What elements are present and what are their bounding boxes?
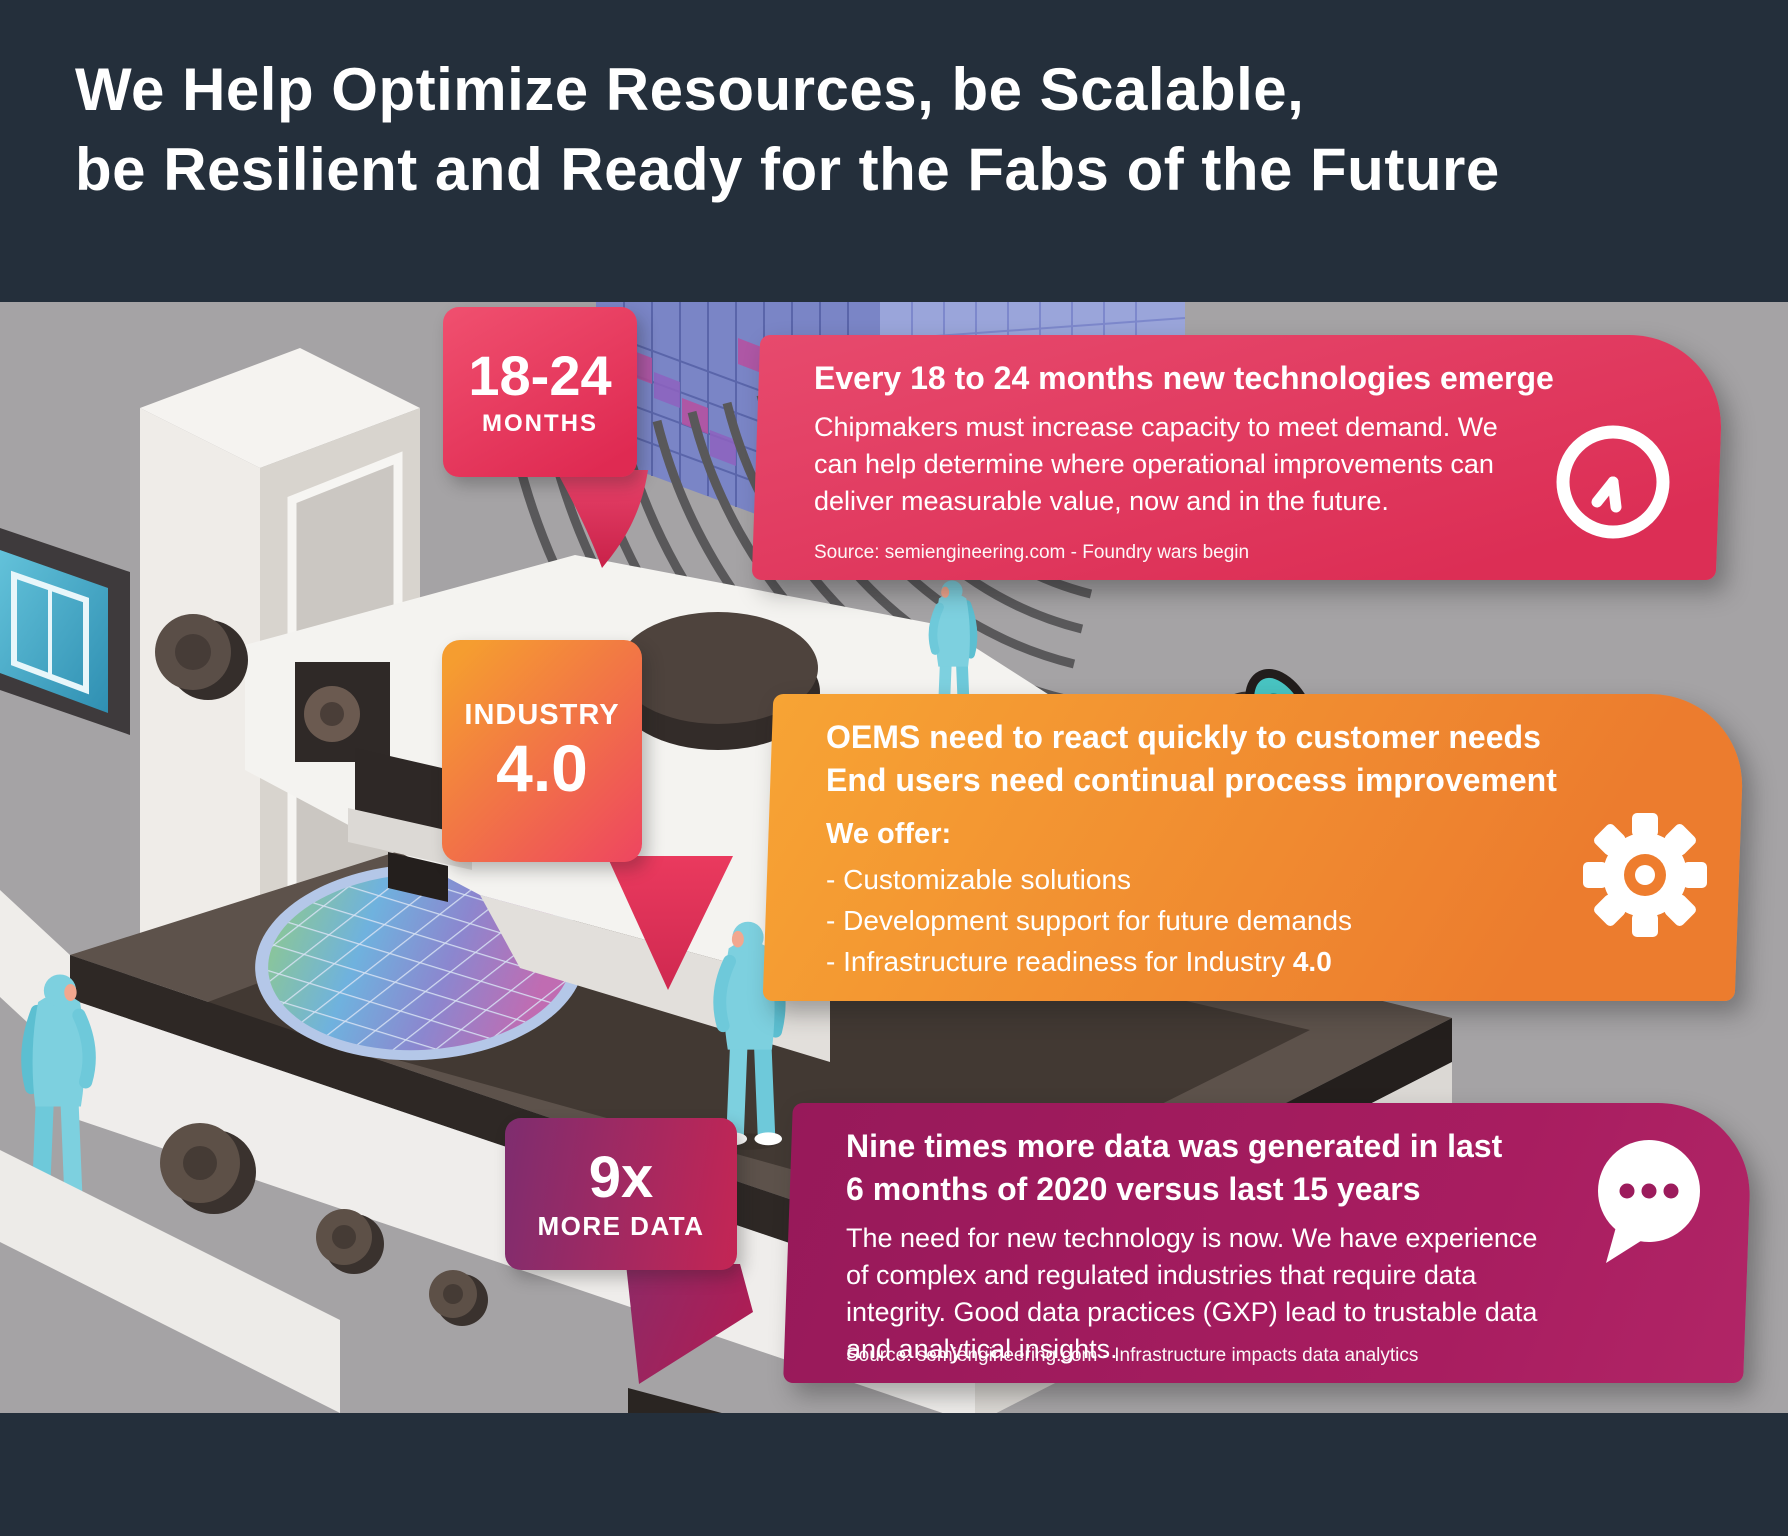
card-data-heading-line2: 6 months of 2020 versus last 15 years [846,1171,1421,1207]
card-oems-heading-line1: OEMS need to react quickly to customer n… [826,719,1541,755]
more-data-badge-label: MORE DATA [537,1210,705,1241]
industry-badge-label: INDUSTRY [464,698,620,731]
header-band: We Help Optimize Resources, be Scalable,… [0,0,1788,302]
more-data-badge: 9x MORE DATA [505,1118,737,1270]
monitor [0,528,130,735]
speech-bubble-icon [1598,1140,1700,1263]
page-title-line1: We Help Optimize Resources, be Scalable, [75,56,1305,123]
card-data-heading-line1: Nine times more data was generated in la… [846,1128,1503,1164]
months-badge-label: MONTHS [482,410,598,437]
industry-badge: INDUSTRY 4.0 [442,640,642,862]
bullet-infrastructure-version: 4.0 [1292,946,1332,977]
card-oems-bullets: - Customizable solutions - Development s… [826,859,1700,982]
card-nine-times-data: Nine times more data was generated in la… [783,1103,1753,1383]
card-oems-heading-line2: End users need continual process improve… [826,762,1557,798]
card-new-technologies-source: Source: semiengineering.com - Foundry wa… [814,542,1250,563]
gear-icon [1583,813,1707,937]
bullet-infrastructure: - Infrastructure readiness for Industry … [826,941,1700,982]
card-new-technologies-heading: Every 18 to 24 months new technologies e… [814,360,1554,396]
card-new-technologies: Every 18 to 24 months new technologies e… [751,335,1725,580]
page-title-line2: be Resilient and Ready for the Fabs of t… [75,136,1500,203]
floor-wedge [0,1150,340,1413]
bullet-development: - Development support for future demands [826,905,1353,936]
page-title: We Help Optimize Resources, be Scalable,… [75,50,1500,210]
months-badge-value: 18-24 [468,344,612,407]
industry-badge-value: 4.0 [496,730,588,805]
card-oems-react: OEMS need to react quickly to customer n… [762,694,1746,1001]
months-badge: 18-24 MONTHS [443,307,637,477]
bullet-infrastructure-text: - Infrastructure readiness for Industry [826,946,1293,977]
bullet-customizable: - Customizable solutions [826,864,1132,895]
card-new-technologies-body: Chipmakers must increase capacity to mee… [814,412,1498,516]
card-oems-intro: We offer: [826,818,952,850]
footer-band [0,1413,1788,1536]
card-data-source: Source: semiengineering.com - Infrastruc… [846,1345,1419,1366]
clock-icon [1556,425,1670,539]
more-data-badge-value: 9x [588,1144,654,1210]
